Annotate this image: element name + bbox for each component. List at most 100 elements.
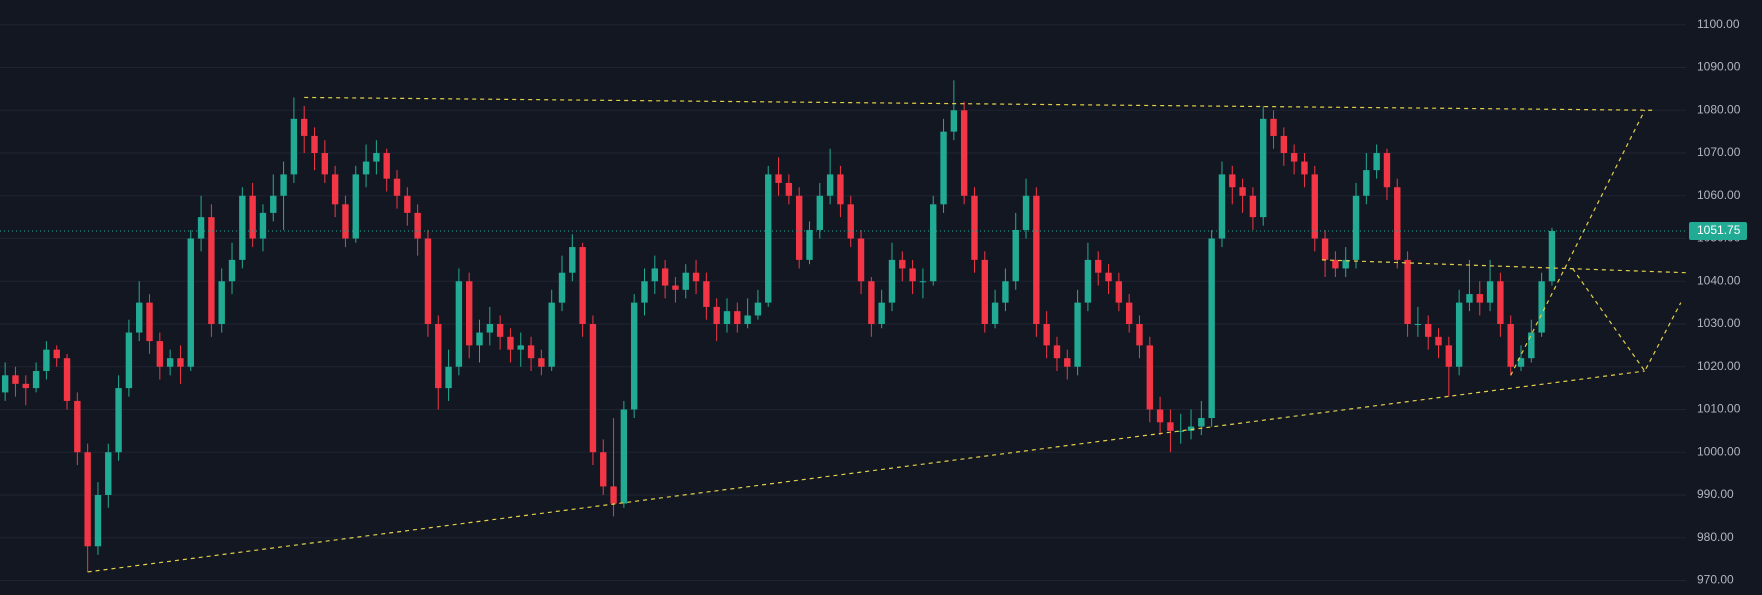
trend-line [1510, 110, 1646, 376]
candle-body [899, 259, 906, 269]
candle-body [940, 131, 947, 205]
candle-body [1342, 259, 1349, 269]
candle-body [806, 229, 813, 260]
trend-line [304, 96, 1656, 111]
candle-body [620, 409, 628, 504]
candle-body [1218, 174, 1226, 239]
candle-body [496, 324, 504, 337]
candle-body [837, 174, 844, 205]
y-tick-label: 1040.00 [1697, 273, 1741, 287]
y-tick-label: 980.00 [1697, 530, 1734, 544]
y-tick-label: 1010.00 [1697, 402, 1741, 416]
candle-body [239, 195, 246, 260]
candle-body [754, 302, 762, 316]
candle-body [723, 311, 731, 325]
candle-body [991, 302, 999, 325]
y-tick-label: 1000.00 [1697, 444, 1741, 458]
candle-body [1363, 170, 1370, 196]
candle-body [517, 345, 524, 350]
candle-body [826, 174, 834, 196]
candle-body [548, 302, 555, 367]
candle-body [1074, 302, 1081, 367]
candle-body [1466, 294, 1473, 303]
candle-body [1033, 195, 1040, 325]
candle-body [435, 324, 442, 389]
candle-body [1064, 358, 1071, 367]
candle-body [125, 332, 133, 389]
candle-body [765, 174, 772, 303]
candle-body [816, 195, 823, 230]
candle-body [270, 195, 277, 213]
candle-body [682, 272, 689, 290]
y-tick-label: 970.00 [1697, 573, 1734, 587]
candle-body [692, 272, 700, 282]
candle-body [930, 204, 937, 282]
candle-body [476, 332, 483, 346]
candle-body [455, 281, 463, 367]
candle-body [1187, 426, 1195, 431]
candle-body [208, 217, 215, 325]
candle-body [1290, 153, 1298, 162]
trend-line [1572, 268, 1682, 373]
candle-body [600, 452, 607, 487]
candle-body [1321, 238, 1329, 260]
candle-body [1260, 118, 1267, 218]
candle-body [1239, 187, 1246, 196]
candle-body [362, 161, 370, 175]
y-tick-label: 1070.00 [1697, 145, 1741, 159]
candle-body [734, 311, 741, 325]
y-tick-label: 1020.00 [1697, 359, 1741, 373]
candle-body [1270, 118, 1277, 136]
candle-body [651, 268, 659, 282]
y-tick-label: 990.00 [1697, 487, 1734, 501]
candle-body [703, 281, 710, 307]
candle-body [1249, 195, 1257, 218]
candle-body [393, 178, 401, 196]
candle-body [1486, 281, 1494, 303]
candle-body [1177, 430, 1184, 432]
candle-body [383, 153, 390, 179]
candle-body [1352, 195, 1360, 260]
candle-body [424, 238, 432, 325]
candle-body [1538, 281, 1545, 333]
candle-body [43, 349, 50, 372]
candle-body [847, 204, 854, 239]
candle-body [1404, 259, 1411, 325]
candle-body [373, 153, 380, 162]
trend-line [87, 370, 1645, 573]
candle-body [661, 268, 669, 286]
candle-body [486, 324, 494, 333]
candle-body [1125, 302, 1133, 325]
candle-body [909, 268, 916, 282]
candle-body [1115, 281, 1123, 303]
candle-body [744, 315, 751, 325]
candle-body [1528, 332, 1535, 359]
candle-body [1332, 259, 1339, 269]
candle-body [1002, 281, 1009, 303]
candle-body [795, 195, 803, 260]
candle-body [166, 358, 174, 367]
candle-body [878, 302, 885, 325]
candle-body [507, 336, 514, 350]
candle-body [1311, 174, 1318, 239]
candle-body [1476, 294, 1483, 303]
candle-body [1, 375, 9, 393]
candle-body [971, 195, 978, 260]
candle-body [775, 174, 782, 183]
candle-body [919, 281, 927, 283]
candle-body [1425, 324, 1432, 337]
candle-body [1435, 336, 1442, 346]
candle-body [1136, 324, 1143, 346]
candle-body [1507, 324, 1514, 367]
candle-body [1084, 259, 1092, 303]
candle-body [146, 302, 153, 342]
candle-body [569, 247, 576, 273]
candle-body [589, 324, 597, 453]
candle-body [1548, 231, 1556, 282]
candle-body [1497, 281, 1504, 325]
candle-body [259, 212, 267, 239]
candle-body [342, 204, 349, 239]
candle-body [156, 341, 164, 367]
